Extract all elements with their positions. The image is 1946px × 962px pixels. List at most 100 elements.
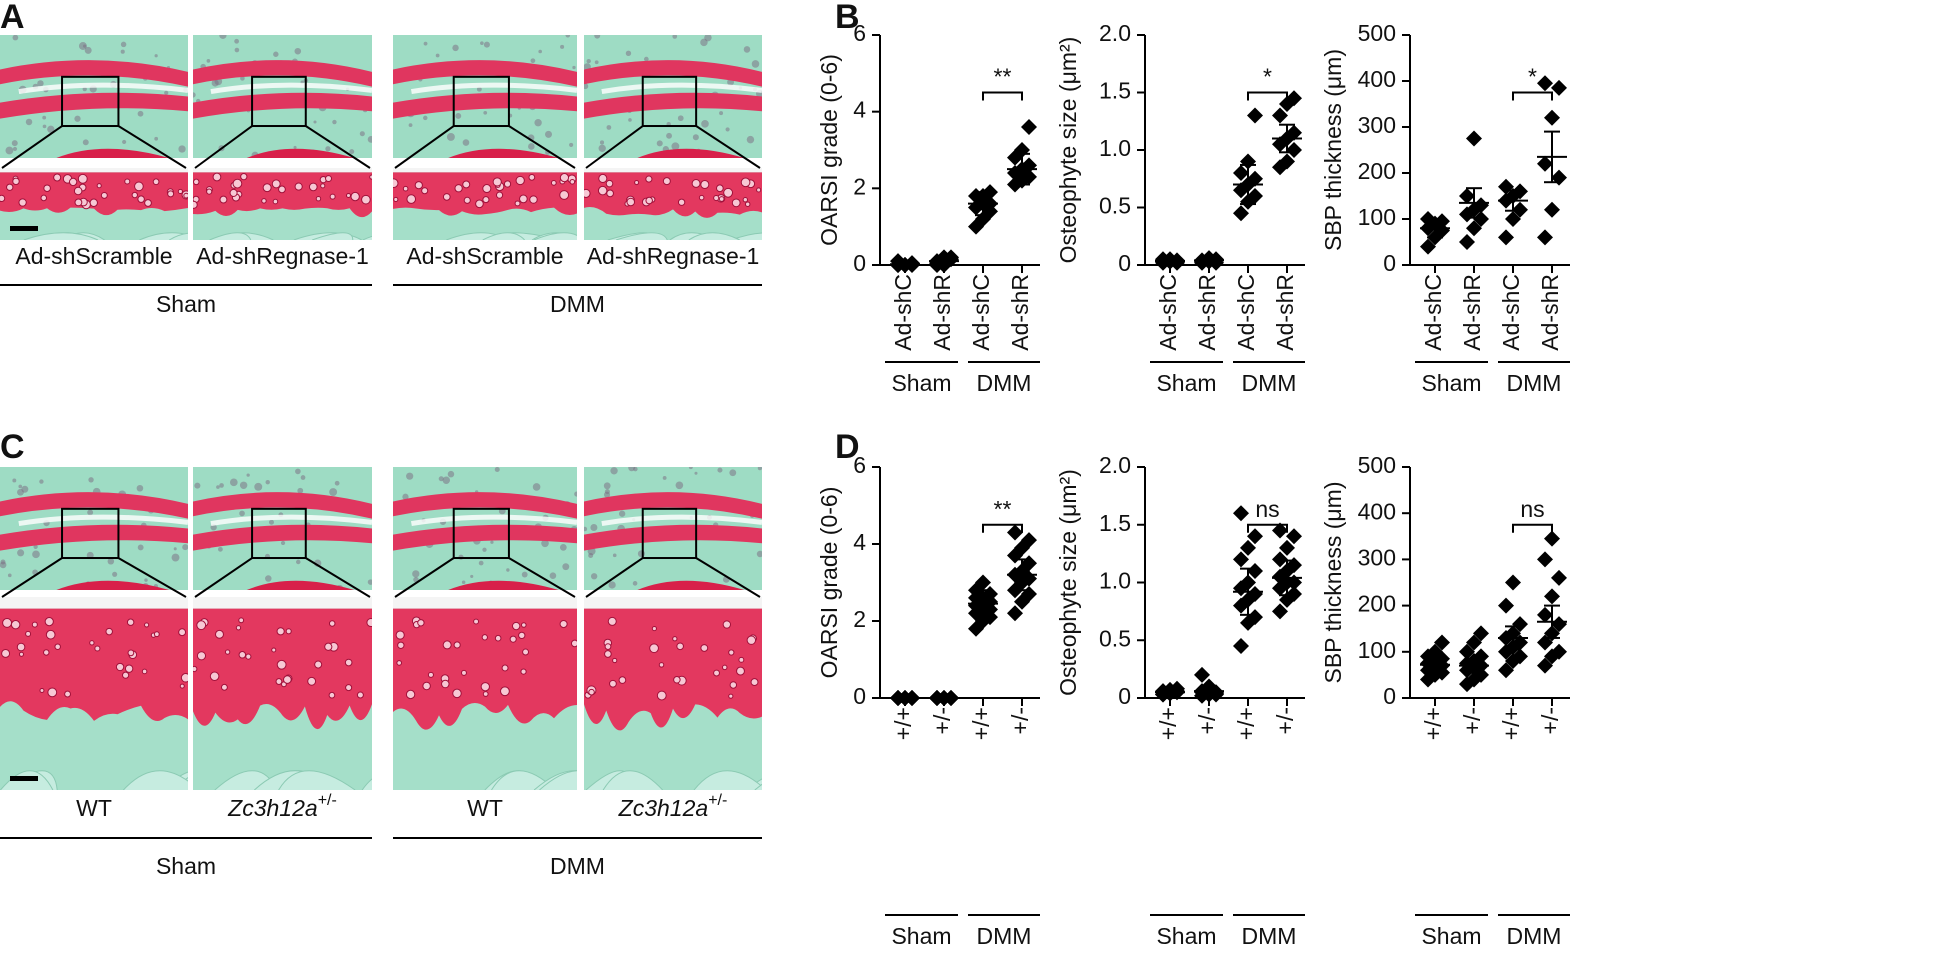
cell: [239, 510, 245, 517]
cell: [541, 539, 549, 548]
cell: [704, 35, 712, 42]
bone: [539, 770, 577, 790]
chondrocyte: [153, 631, 160, 638]
chondrocyte: [492, 177, 502, 187]
y-tick-label: 0.5: [1099, 625, 1131, 651]
chondrocyte: [64, 690, 71, 698]
cell: [325, 146, 331, 152]
chondrocyte: [325, 175, 333, 183]
y-tick-label: 1.5: [1099, 78, 1131, 104]
cartilage: [584, 172, 762, 218]
panel-letter: C: [0, 428, 25, 466]
chondrocyte: [224, 649, 231, 655]
cell: [490, 540, 494, 544]
y-tick-label: 4: [853, 529, 866, 555]
chondrocyte: [356, 691, 364, 699]
x-tick-label: Ad-shR: [1194, 274, 1220, 351]
chondrocyte: [1, 648, 11, 658]
chondrocyte: [209, 671, 220, 682]
cell: [412, 570, 420, 578]
cell: [12, 478, 17, 483]
zoom-box: [251, 75, 307, 128]
cartilage: [393, 60, 577, 87]
chondrocyte: [421, 187, 429, 195]
cell: [329, 488, 338, 497]
cell: [608, 581, 616, 589]
data-point: [1544, 530, 1560, 547]
cell: [332, 119, 337, 125]
cell: [719, 111, 724, 116]
chondrocyte: [729, 681, 738, 689]
y-tick-label: 400: [1358, 498, 1396, 524]
bone: [23, 232, 99, 240]
chondrocyte: [137, 195, 145, 203]
y-tick-label: 500: [1358, 20, 1396, 46]
cell: [574, 491, 577, 497]
data-point: [1240, 539, 1256, 556]
cell: [367, 135, 372, 143]
cell: [239, 481, 248, 489]
data-point: [1233, 551, 1249, 568]
cell: [662, 476, 667, 480]
cell: [21, 485, 29, 493]
cartilage: [0, 524, 188, 551]
chondrocyte: [402, 185, 409, 192]
group-label: DMM: [550, 853, 605, 879]
y-tick-label: 0: [1383, 683, 1396, 709]
significance-bracket: [1512, 91, 1553, 101]
group-label: DMM: [550, 291, 605, 317]
cell: [672, 35, 678, 39]
chondrocyte: [427, 671, 434, 678]
zoom-line: [508, 125, 576, 169]
x-tick-label: Ad-shR: [1272, 274, 1298, 351]
chondrocyte: [96, 183, 102, 189]
chondrocyte: [177, 188, 183, 195]
image-label-sup: +/-: [708, 792, 727, 809]
bone: [533, 232, 577, 240]
image: [393, 168, 577, 240]
bone: [168, 232, 188, 240]
cell: [33, 544, 38, 549]
chondrocyte: [742, 197, 748, 203]
chondrocyte: [658, 662, 665, 668]
cell: [743, 46, 751, 53]
chondrocyte: [529, 195, 538, 204]
meniscus: [18, 514, 188, 527]
cell: [5, 146, 14, 155]
zoom-line: [305, 125, 371, 169]
significance-bracket: [1247, 523, 1288, 533]
chondrocyte: [597, 185, 608, 196]
cell: [234, 38, 240, 44]
cartilage: [393, 92, 577, 119]
chondrocyte: [115, 662, 125, 672]
y-tick-label: 0.5: [1099, 193, 1131, 219]
image-label-text: WT: [76, 795, 112, 821]
cell: [137, 544, 144, 551]
meniscus: [601, 82, 762, 95]
chondrocyte: [756, 187, 762, 193]
cell: [455, 113, 462, 119]
cartilage: [56, 148, 170, 158]
chondrocyte: [245, 653, 252, 660]
cell: [240, 76, 245, 81]
chondrocyte: [272, 198, 279, 205]
cell: [293, 145, 297, 149]
zoom-line: [1, 125, 63, 169]
surface: [0, 597, 188, 609]
cell: [402, 493, 409, 500]
cell: [173, 547, 177, 551]
x-tick-label: +/+: [890, 707, 916, 740]
chondrocyte: [361, 194, 371, 205]
data-point: [1233, 505, 1249, 522]
cell: [82, 86, 87, 92]
chondrocyte: [276, 659, 287, 670]
data-point: [1544, 109, 1560, 126]
chondrocyte: [550, 180, 557, 186]
bone: [754, 783, 762, 790]
data-point: [1279, 539, 1295, 556]
cell: [423, 41, 428, 46]
chondrocyte: [511, 621, 521, 631]
y-tick-label: 0: [1118, 250, 1131, 276]
chondrocyte: [328, 620, 336, 627]
cell: [594, 35, 601, 39]
